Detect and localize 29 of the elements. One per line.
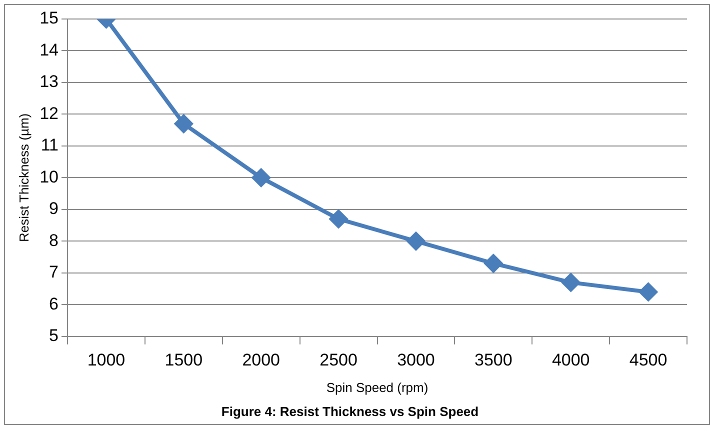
point bbox=[562, 273, 580, 292]
x-tick-label: 4500 bbox=[629, 350, 668, 370]
x-tick-label: 3500 bbox=[474, 350, 512, 370]
x-tick-label: 4000 bbox=[552, 350, 590, 370]
y-tick-label: 8 bbox=[49, 230, 59, 250]
x-axis-title: Spin Speed (rpm) bbox=[326, 380, 428, 396]
y-tick-label: 12 bbox=[40, 104, 59, 123]
x-tick-label: 3000 bbox=[397, 350, 435, 370]
point bbox=[406, 232, 425, 250]
x-tick-label: 1500 bbox=[164, 350, 203, 370]
y-tick-label: 14 bbox=[40, 40, 59, 60]
y-tick-label: 9 bbox=[49, 199, 59, 218]
y-tick-label: 6 bbox=[49, 294, 59, 314]
y-tick-label: 7 bbox=[49, 262, 59, 282]
point bbox=[639, 282, 658, 301]
x-tick-label: 1000 bbox=[87, 350, 126, 370]
y-tick-label: 15 bbox=[40, 8, 59, 28]
point bbox=[252, 168, 270, 187]
y-tick-label: 5 bbox=[49, 326, 59, 346]
x-tick-label: 2000 bbox=[242, 350, 280, 370]
text: Figure 4: Resist Thickness vs Spin Speed bbox=[221, 404, 479, 419]
y-tick-label: 11 bbox=[40, 136, 59, 155]
point bbox=[484, 254, 502, 272]
point bbox=[330, 210, 348, 228]
y-tick-label: 10 bbox=[40, 167, 59, 186]
y-axis-title: Resist Thickness (µm) bbox=[16, 113, 32, 242]
y-tick-label: 13 bbox=[40, 72, 59, 92]
point bbox=[174, 114, 193, 133]
x-tick-label: 2500 bbox=[320, 350, 358, 370]
